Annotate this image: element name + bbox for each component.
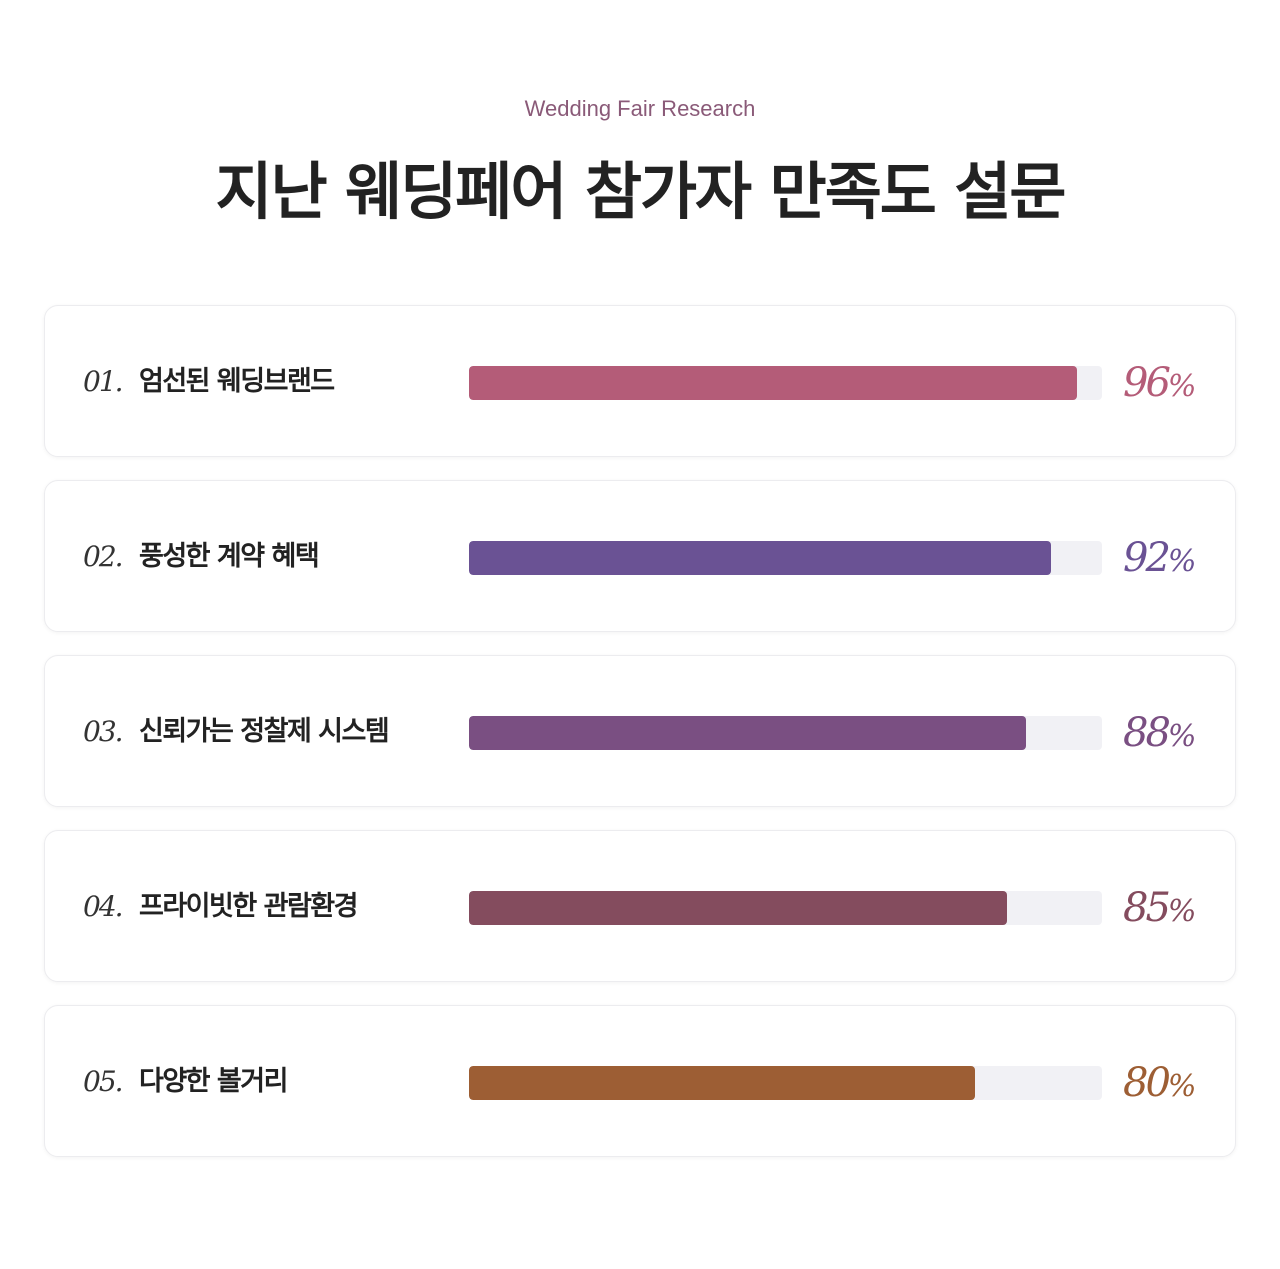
item-number: 05.: [83, 1065, 124, 1098]
value-label: 88%: [1123, 709, 1196, 761]
percent-sign: %: [1167, 894, 1197, 929]
value-number: 92: [1123, 535, 1171, 581]
bar-track: [469, 541, 1102, 575]
percent-sign: %: [1167, 1069, 1197, 1104]
page-title: 지난 웨딩페어 참가자 만족도 설문: [215, 155, 1067, 228]
value-number: 88: [1123, 710, 1171, 756]
percent-sign: %: [1167, 544, 1197, 579]
item-number: 02.: [83, 540, 124, 573]
bar-track: [469, 1066, 1102, 1100]
value-number: 96: [1123, 360, 1171, 406]
percent-sign: %: [1167, 719, 1197, 754]
item-number: 03.: [83, 715, 124, 748]
value-label: 96%: [1123, 359, 1196, 411]
bar-fill: [469, 891, 1008, 925]
survey-item-card: 02. 풍성한 계약 혜택 92%: [44, 480, 1236, 632]
bar-track: [469, 366, 1102, 400]
survey-item-card: 01. 엄선된 웨딩브랜드 96%: [44, 305, 1236, 457]
value-label: 92%: [1123, 534, 1196, 586]
item-label: 풍성한 계약 혜택: [139, 541, 320, 572]
percent-sign: %: [1167, 369, 1197, 404]
bar-fill: [469, 541, 1052, 575]
value-label: 85%: [1123, 884, 1196, 936]
survey-item-card: 04. 프라이빗한 관람환경 85%: [44, 830, 1236, 982]
survey-item-card: 05. 다양한 볼거리 80%: [44, 1005, 1236, 1157]
value-number: 80: [1123, 1060, 1171, 1106]
bar-track: [469, 891, 1102, 925]
bar-fill: [469, 366, 1077, 400]
bar-fill: [469, 1066, 976, 1100]
survey-item-card: 03. 신뢰가는 정찰제 시스템 88%: [44, 655, 1236, 807]
bar-track: [469, 716, 1102, 750]
bar-fill: [469, 716, 1027, 750]
page-eyebrow: Wedding Fair Research: [524, 96, 756, 121]
item-label: 신뢰가는 정찰제 시스템: [139, 716, 390, 747]
item-label: 다양한 볼거리: [139, 1066, 288, 1097]
item-label: 프라이빗한 관람환경: [139, 891, 358, 922]
value-number: 85: [1123, 885, 1171, 931]
item-label: 엄선된 웨딩브랜드: [139, 366, 335, 397]
item-number: 04.: [83, 890, 124, 923]
value-label: 80%: [1123, 1059, 1196, 1111]
item-number: 01.: [83, 365, 124, 398]
